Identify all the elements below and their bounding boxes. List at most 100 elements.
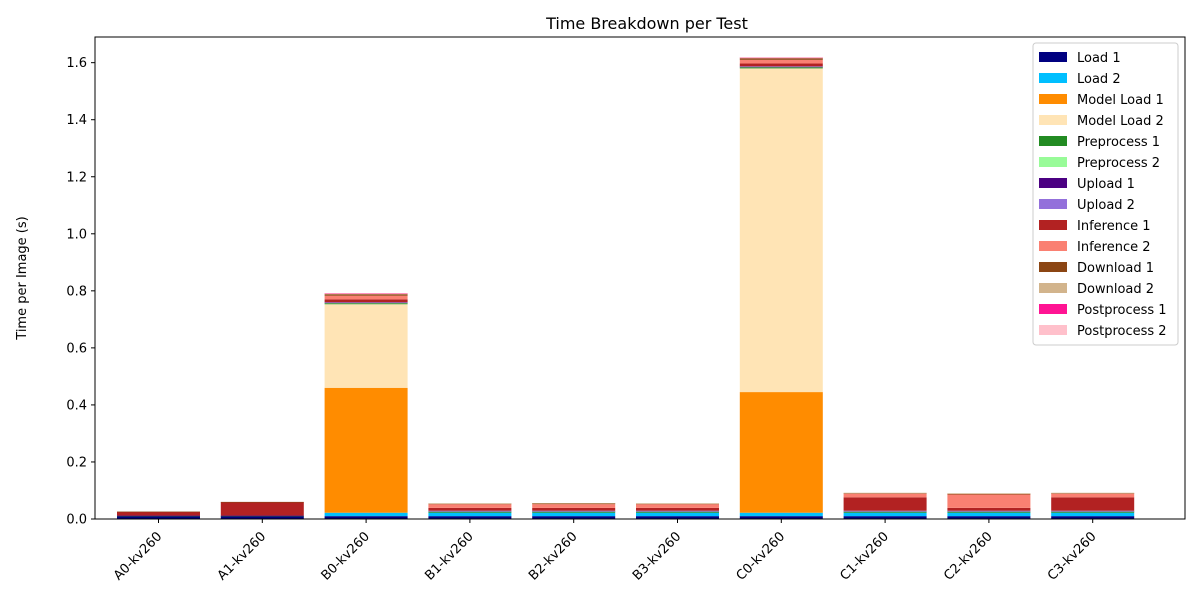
bar-segment-load-1 <box>636 516 719 519</box>
bar-segment-load-2 <box>947 512 1031 517</box>
bar-segment-inference-2 <box>843 493 927 498</box>
bar-segment-model-load-1 <box>324 387 408 513</box>
x-tick-label: B3-kv260 <box>630 529 684 583</box>
plot-frame <box>94 36 1186 520</box>
bar-segment-inference-2 <box>324 295 408 300</box>
legend: Load 1 Load 2 Model Load 1 Model Load 2 Prep… <box>1032 42 1179 346</box>
bar-segment-upload-2 <box>947 510 1031 512</box>
legend-swatch <box>1039 157 1067 167</box>
x-tick-label: A1-kv260 <box>215 529 269 583</box>
x-tick-label: A0-kv260 <box>111 529 165 583</box>
bar-segment-model-load-2 <box>739 68 823 393</box>
legend-swatch <box>1039 73 1067 83</box>
bar-segment-load-1 <box>947 516 1031 519</box>
bar-segment-preprocess-1 <box>843 511 927 513</box>
bar-segment-download-1 <box>117 511 200 513</box>
bar-segment-inference-2 <box>1051 493 1135 498</box>
bar-segment-load-2 <box>324 512 408 517</box>
bar-segment-inference-1 <box>636 507 719 511</box>
x-tick-label: B2-kv260 <box>526 529 580 583</box>
x-tick-label: B0-kv260 <box>319 529 373 583</box>
bar-segment-inference-1 <box>739 63 823 67</box>
bar-segment-inference-2 <box>636 504 719 508</box>
bar-segment-model-load-2 <box>324 304 408 388</box>
bar-segment-upload-1 <box>220 515 304 517</box>
bar-segment-postprocess-2 <box>739 57 823 58</box>
bar-segment-upload-2 <box>739 66 823 67</box>
legend-swatch <box>1039 115 1067 125</box>
legend-swatch <box>1039 325 1067 335</box>
legend-swatch <box>1039 262 1067 272</box>
bar-segment-preprocess-1 <box>324 303 408 305</box>
bar-segment-load-2 <box>1051 512 1135 517</box>
x-tick-label: C3-kv260 <box>1045 529 1100 584</box>
y-tick-label: 0.8 <box>66 284 87 299</box>
bar-segment-preprocess-1 <box>636 511 719 513</box>
y-tick-label: 0.2 <box>66 455 87 470</box>
legend-swatch <box>1039 94 1067 104</box>
legend-label: Upload 2 <box>1077 198 1135 213</box>
x-tick-label: B1-kv260 <box>422 529 476 583</box>
legend-label: Postprocess 2 <box>1077 324 1167 339</box>
bar-segment-postprocess-2 <box>324 293 408 294</box>
legend-label: Postprocess 1 <box>1077 303 1167 318</box>
legend-label: Load 2 <box>1077 72 1121 87</box>
bar-segment-load-1 <box>117 516 200 519</box>
bar-segment-inference-1 <box>532 507 616 511</box>
y-tick-label: 1.2 <box>66 170 87 185</box>
bar-segment-load-2 <box>532 512 616 517</box>
legend-label: Inference 1 <box>1077 219 1151 234</box>
y-tick-label: 0.4 <box>66 398 87 413</box>
legend-box <box>1032 42 1179 346</box>
legend-swatch <box>1039 178 1067 188</box>
legend-label: Model Load 1 <box>1077 93 1164 108</box>
bar-segment-inference-1 <box>428 507 512 511</box>
bar-segment-download-1 <box>220 501 304 503</box>
bar-segment-inference-1 <box>843 497 927 511</box>
legend-swatch <box>1039 304 1067 314</box>
legend-label: Inference 2 <box>1077 240 1151 255</box>
legend-swatch <box>1039 199 1067 209</box>
bar-segment-preprocess-1 <box>428 511 512 513</box>
bar-segment-upload-2 <box>428 510 512 512</box>
bar-segment-load-1 <box>324 516 408 519</box>
bar-segment-upload-2 <box>636 510 719 512</box>
y-tick-label: 0.6 <box>66 341 87 356</box>
bar-segment-load-1 <box>428 516 512 519</box>
bar-segment-inference-2 <box>532 504 616 508</box>
bar-segment-preprocess-1 <box>739 67 823 69</box>
legend-label: Download 1 <box>1077 261 1154 276</box>
bars-layer <box>117 57 1135 519</box>
bar-segment-inference-1 <box>220 502 304 516</box>
bar-segment-load-2 <box>739 512 823 517</box>
bar-segment-upload-2 <box>1051 510 1135 512</box>
bar-segment-load-2 <box>843 512 927 517</box>
bar-segment-download-1 <box>324 294 408 296</box>
bar-segment-inference-1 <box>117 511 200 516</box>
y-tick-label: 1.6 <box>66 56 87 71</box>
y-axis-label: Time per Image (s) <box>15 216 30 340</box>
bar-segment-load-2 <box>636 512 719 517</box>
bar-segment-inference-2 <box>428 504 512 508</box>
legend-swatch <box>1039 52 1067 62</box>
legend-label: Preprocess 1 <box>1077 135 1160 150</box>
legend-swatch <box>1039 241 1067 251</box>
bar-segment-load-1 <box>220 516 304 519</box>
bar-segment-load-2 <box>428 512 512 517</box>
bar-segment-inference-1 <box>1051 497 1135 511</box>
legend-label: Load 1 <box>1077 51 1121 66</box>
bar-segment-load-1 <box>532 516 616 519</box>
bar-segment-download-1 <box>739 58 823 60</box>
bar-segment-upload-1 <box>117 515 200 517</box>
bar-segment-inference-2 <box>947 494 1031 508</box>
legend-label: Upload 1 <box>1077 177 1135 192</box>
bar-segment-inference-1 <box>947 507 1031 511</box>
legend-swatch <box>1039 283 1067 293</box>
y-axis: 0.0 0.2 0.4 0.6 0.8 1.0 1.2 1.4 1.6 <box>66 56 95 528</box>
x-tick-label: C1-kv260 <box>837 529 892 584</box>
bar-segment-load-1 <box>843 516 927 519</box>
bar-segment-download-2 <box>636 503 719 504</box>
legend-swatch <box>1039 220 1067 230</box>
bar-segment-load-1 <box>1051 516 1135 519</box>
